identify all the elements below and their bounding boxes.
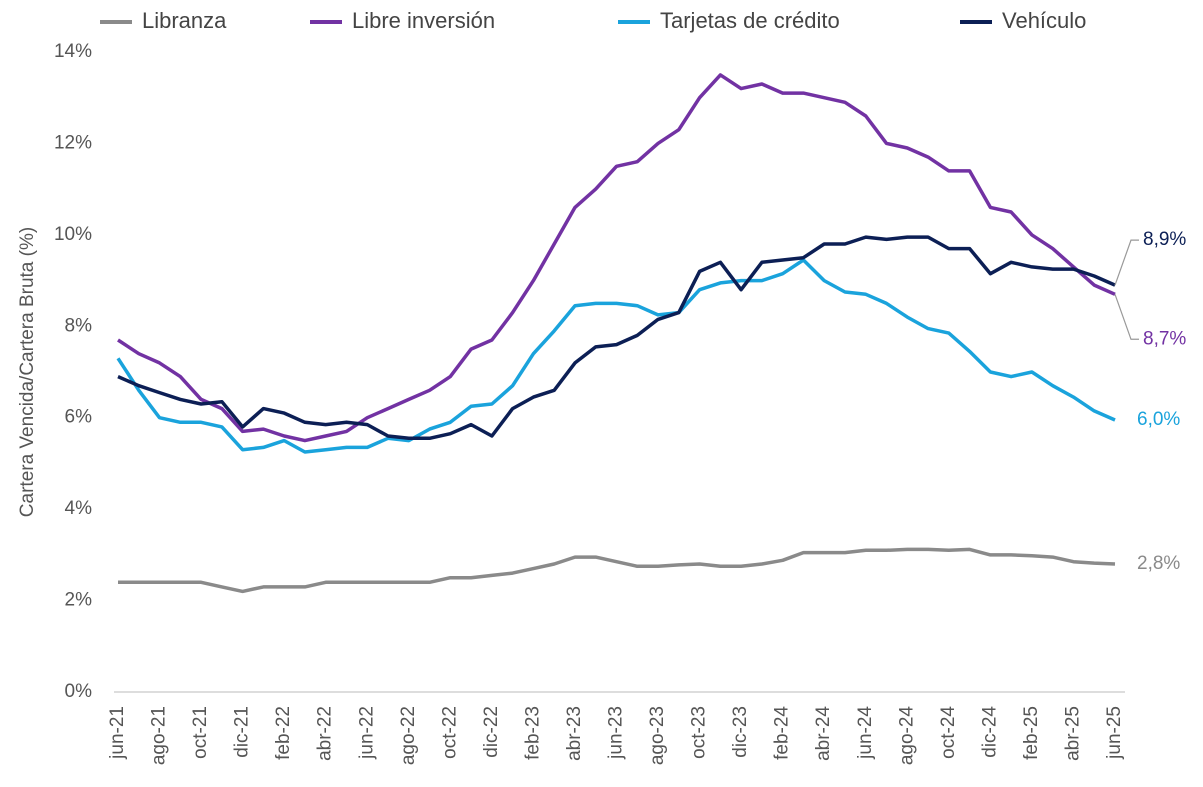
series-line (116, 258, 1116, 454)
x-tick-label: ago-24 (896, 706, 917, 766)
x-tick-label: oct-22 (439, 706, 460, 759)
x-tick-label: feb-24 (772, 706, 793, 760)
leader-line (1114, 294, 1139, 340)
y-tick-label: 14% (54, 41, 92, 62)
series-line (117, 235, 1116, 441)
legend-label: Libranza (142, 8, 227, 33)
x-tick-label: jun-24 (855, 706, 876, 760)
x-tick-label: oct-24 (938, 706, 959, 759)
x-tick-label: jun-25 (1104, 706, 1125, 760)
x-tick-label: oct-23 (689, 706, 710, 759)
y-tick-label: 2% (65, 590, 93, 611)
legend-label: Libre inversión (352, 8, 495, 33)
data-label: 2,8% (1137, 553, 1180, 574)
x-tick-label: jun-23 (606, 706, 627, 760)
x-tick-label: dic-23 (730, 706, 751, 758)
x-tick-label: abr-23 (564, 706, 585, 761)
y-tick-label: 8% (65, 315, 93, 336)
series-line (118, 547, 1116, 594)
x-tick-label: dic-24 (979, 706, 1000, 758)
x-tick-label: abr-22 (315, 706, 336, 761)
y-tick-label: 6% (65, 407, 93, 428)
x-tick-label: ago-21 (149, 706, 170, 765)
data-label: 8,9% (1143, 229, 1186, 250)
series-line (117, 73, 1116, 443)
y-tick-label: 12% (54, 132, 92, 153)
x-tick-label: oct-21 (190, 706, 211, 759)
y-tick-label: 10% (54, 224, 92, 245)
data-label: 6,0% (1137, 409, 1180, 430)
legend-label: Vehículo (1002, 8, 1086, 33)
x-tick-label: abr-25 (1062, 706, 1083, 761)
x-tick-label: feb-25 (1021, 706, 1042, 760)
x-tick-label: feb-23 (522, 706, 543, 760)
legend-label: Tarjetas de crédito (660, 8, 840, 33)
leader-line (1114, 239, 1139, 286)
y-axis-label: Cartera Vencida/Cartera Bruta (%) (17, 227, 38, 517)
x-tick-label: ago-22 (398, 706, 419, 765)
x-tick-label: dic-22 (481, 706, 502, 758)
x-tick-label: jun-21 (107, 706, 128, 760)
y-tick-label: 0% (65, 681, 93, 702)
x-tick-label: feb-22 (273, 706, 294, 760)
y-tick-label: 4% (65, 498, 93, 519)
x-tick-label: abr-24 (813, 706, 834, 761)
data-label: 8,7% (1143, 328, 1186, 349)
x-tick-label: ago-23 (647, 706, 668, 765)
x-tick-label: dic-21 (232, 706, 253, 758)
x-tick-label: jun-22 (356, 706, 377, 760)
